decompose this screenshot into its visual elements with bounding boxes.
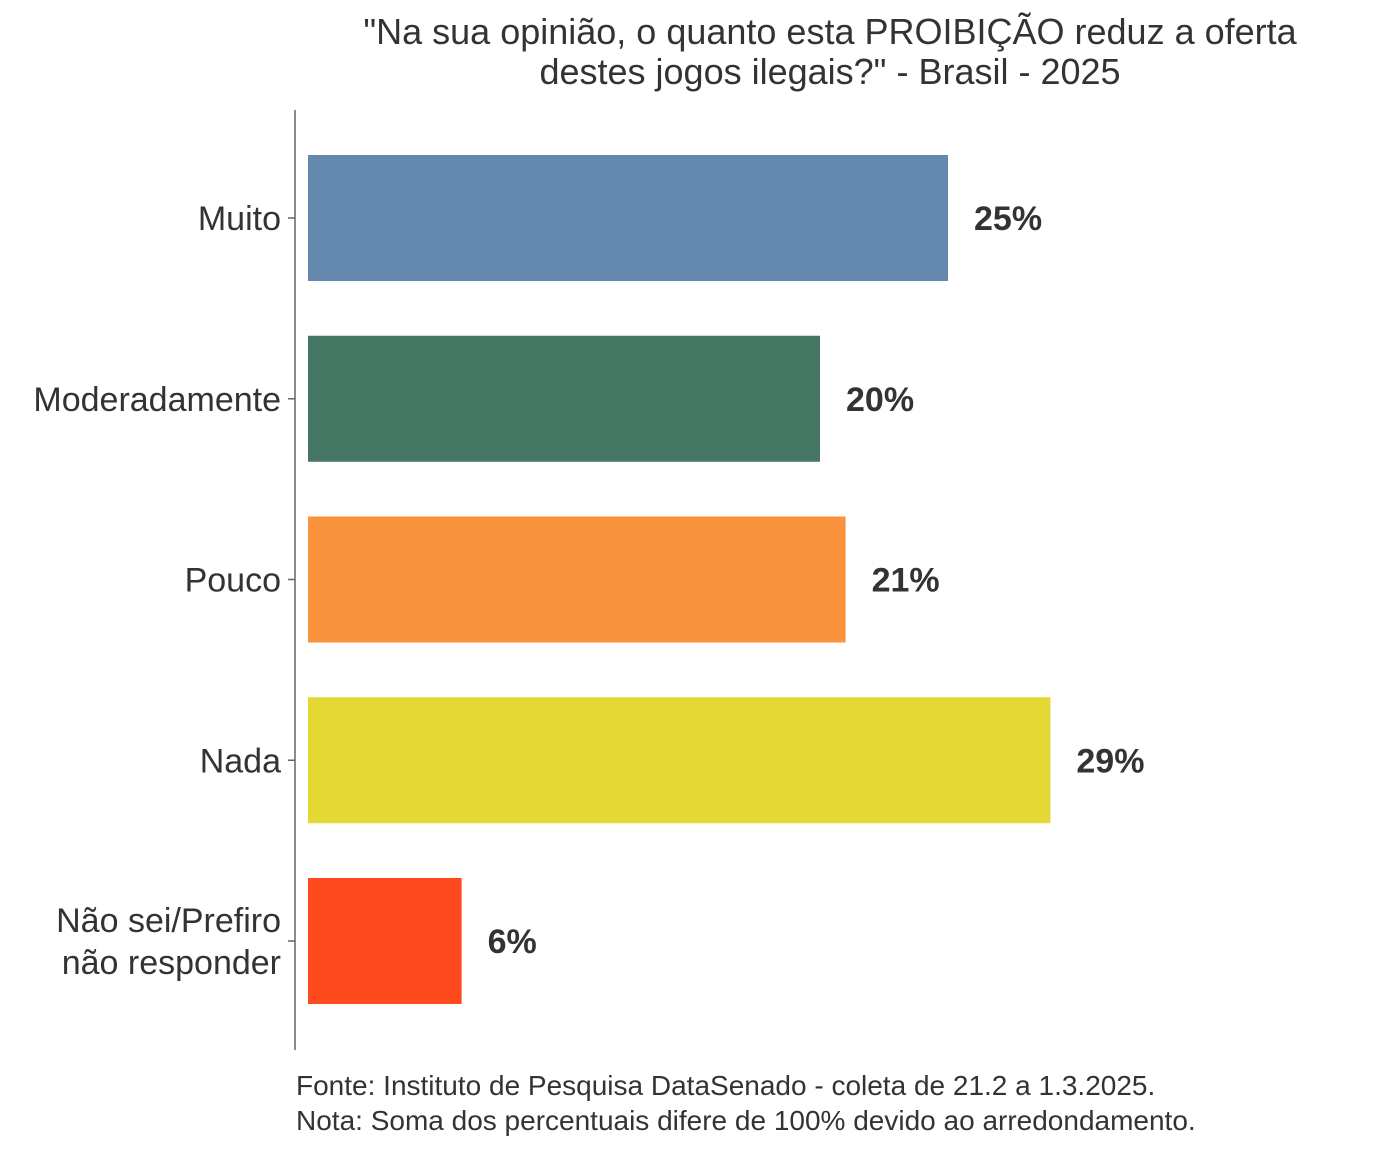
chart-title-line-2: destes jogos ilegais?" - Brasil - 2025 [539, 51, 1121, 92]
chart-title-line-1: "Na sua opinião, o quanto esta PROIBIÇÃO… [363, 11, 1297, 52]
bar-moderadamente [308, 335, 820, 462]
value-label-muito: 25% [974, 200, 1042, 238]
value-label-moderadamente: 20% [846, 381, 914, 419]
chart-title: "Na sua opinião, o quanto esta PROIBIÇÃO… [280, 12, 1380, 92]
category-label-nada: Nada [200, 742, 281, 780]
bar-nada [308, 697, 1051, 824]
bar-pouco [308, 516, 846, 643]
value-label-nao-sei-prefiro-nao-responder: 6% [488, 923, 537, 961]
caption-note: Nota: Soma dos percentuais difere de 100… [296, 1105, 1196, 1136]
bar-nao-sei-prefiro-nao-responder [308, 878, 462, 1004]
category-label-pouco: Pouco [185, 562, 281, 600]
category-label-nao-sei-prefiro-nao-responder-line-2: não responder [62, 944, 281, 982]
category-label-muito: Muito [198, 200, 281, 238]
category-label-nao-sei-prefiro-nao-responder-line-1: Não sei/Prefiro [56, 902, 281, 940]
plot-area: Muito 25% Moderadamente 20% Pouco 21% Nada 29% N… [33, 155, 1144, 1004]
category-label-moderadamente: Moderadamente [33, 381, 281, 419]
value-label-nada: 29% [1076, 742, 1144, 780]
value-label-pouco: 21% [872, 562, 940, 600]
caption-source: Fonte: Instituto de Pesquisa DataSenado … [296, 1070, 1156, 1101]
bar-muito [308, 155, 948, 281]
chart-caption: Fonte: Instituto de Pesquisa DataSenado … [296, 1068, 1196, 1138]
